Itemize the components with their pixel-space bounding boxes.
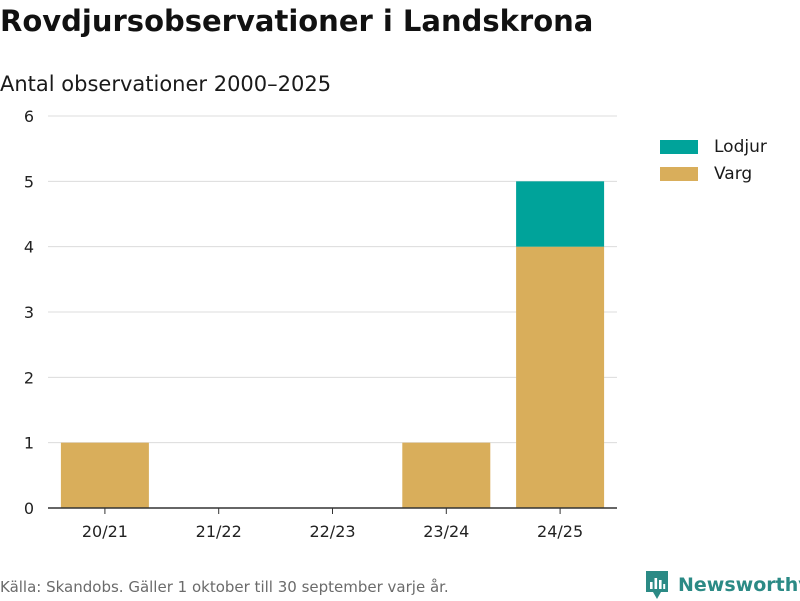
legend-item-varg[interactable]: Varg (660, 160, 767, 187)
x-tick-label: 21/22 (196, 522, 242, 541)
bar-chart: 0 1 2 3 4 5 6 20/21 21/22 22/23 23/24 24/25 (24, 107, 617, 541)
x-tick-label: 22/23 (309, 522, 355, 541)
legend-swatch-lodjur (660, 139, 698, 154)
y-tick-label: 1 (24, 434, 34, 453)
bar-varg (516, 246, 605, 508)
brand-name: Newsworthy (678, 574, 800, 596)
chart-subtitle: Antal observationer 2000–2025 (0, 72, 332, 96)
legend-label-lodjur: Lodjur (714, 136, 767, 157)
newsworthy-logo-icon (646, 571, 668, 599)
source-note: Källa: Skandobs. Gäller 1 oktober till 3… (0, 578, 449, 596)
y-tick-label: 0 (24, 499, 34, 518)
chart-title: Rovdjursobservationer i Landskrona (0, 4, 594, 38)
legend: Lodjur Varg (660, 133, 767, 187)
x-tick-label: 24/25 (537, 522, 583, 541)
legend-item-lodjur[interactable]: Lodjur (660, 133, 767, 160)
x-tick-label: 20/21 (82, 522, 128, 541)
bar-lodjur (516, 181, 605, 247)
legend-label-varg: Varg (714, 163, 753, 184)
y-tick-label: 4 (24, 238, 34, 257)
y-tick-label: 3 (24, 303, 34, 322)
y-tick-label: 5 (24, 172, 34, 191)
legend-swatch-varg (660, 166, 698, 181)
x-tick-label: 23/24 (423, 522, 469, 541)
y-tick-label: 6 (24, 107, 34, 126)
bar-varg (402, 442, 491, 508)
bar-varg (60, 442, 149, 508)
brand-logo[interactable]: Newsworthy (644, 569, 800, 601)
y-tick-label: 2 (24, 368, 34, 387)
